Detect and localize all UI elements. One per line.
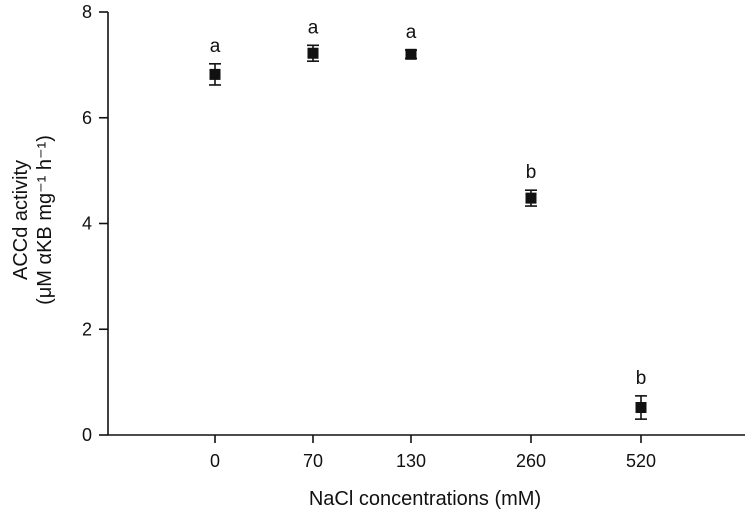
significance-label: a xyxy=(210,36,221,57)
square-marker xyxy=(525,192,537,204)
significance-label: b xyxy=(636,368,647,389)
significance-label: a xyxy=(406,22,417,43)
y-tick-label: 2 xyxy=(82,319,92,339)
y-axis-ticks: 0 2 4 6 8 xyxy=(82,2,108,445)
square-marker xyxy=(635,402,647,414)
square-marker xyxy=(405,48,417,60)
x-tick-label: 520 xyxy=(626,451,656,471)
x-tick-label: 130 xyxy=(396,451,426,471)
y-tick-label: 4 xyxy=(82,214,92,234)
data-point: a xyxy=(307,17,319,62)
y-axis-title-line2: (μM αKB mg⁻¹ h⁻¹) xyxy=(34,135,56,305)
x-tick-label: 70 xyxy=(303,451,323,471)
data-point: b xyxy=(635,368,647,420)
data-points: a a a b b xyxy=(209,17,647,420)
y-axis-title: ACCd activity (μM αKB mg⁻¹ h⁻¹) xyxy=(10,135,56,305)
square-marker xyxy=(307,47,319,59)
data-point: a xyxy=(405,22,417,60)
data-point: b xyxy=(525,162,537,207)
axis-lines xyxy=(107,12,745,436)
y-axis-title-line1: ACCd activity xyxy=(10,160,32,280)
square-marker xyxy=(209,68,221,80)
significance-label: b xyxy=(526,162,537,183)
y-tick-label: 8 xyxy=(82,2,92,22)
x-tick-label: 260 xyxy=(516,451,546,471)
y-tick-label: 6 xyxy=(82,108,92,128)
x-tick-label: 0 xyxy=(210,451,220,471)
y-tick-label: 0 xyxy=(82,425,92,445)
x-axis-ticks: 0 70 130 260 520 xyxy=(210,435,656,471)
axes xyxy=(107,12,745,436)
significance-label: a xyxy=(308,17,319,38)
data-point: a xyxy=(209,36,221,86)
x-axis-title: NaCl concentrations (mM) xyxy=(309,488,541,510)
